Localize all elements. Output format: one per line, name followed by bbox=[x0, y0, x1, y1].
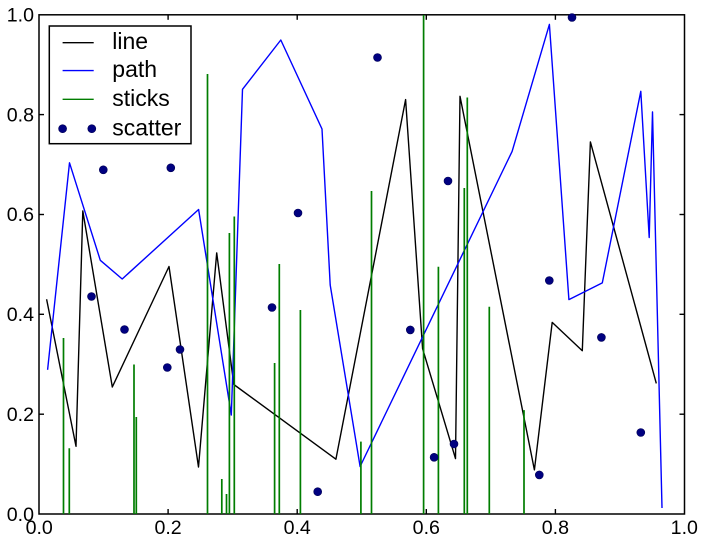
svg-text:0.8: 0.8 bbox=[542, 517, 569, 539]
svg-text:sticks: sticks bbox=[112, 85, 170, 111]
svg-text:scatter: scatter bbox=[112, 114, 181, 140]
svg-text:0.2: 0.2 bbox=[7, 404, 34, 426]
svg-text:line: line bbox=[112, 28, 148, 54]
svg-text:0.0: 0.0 bbox=[26, 517, 53, 539]
svg-text:0.4: 0.4 bbox=[7, 304, 34, 326]
svg-text:path: path bbox=[112, 56, 157, 82]
svg-text:1.0: 1.0 bbox=[671, 517, 698, 539]
svg-text:0.6: 0.6 bbox=[7, 204, 34, 226]
svg-text:0.8: 0.8 bbox=[7, 104, 34, 126]
svg-text:1.0: 1.0 bbox=[7, 5, 34, 27]
svg-text:0.2: 0.2 bbox=[154, 517, 181, 539]
svg-text:0.0: 0.0 bbox=[7, 504, 34, 526]
svg-text:0.4: 0.4 bbox=[284, 517, 311, 539]
svg-text:0.6: 0.6 bbox=[413, 517, 440, 539]
